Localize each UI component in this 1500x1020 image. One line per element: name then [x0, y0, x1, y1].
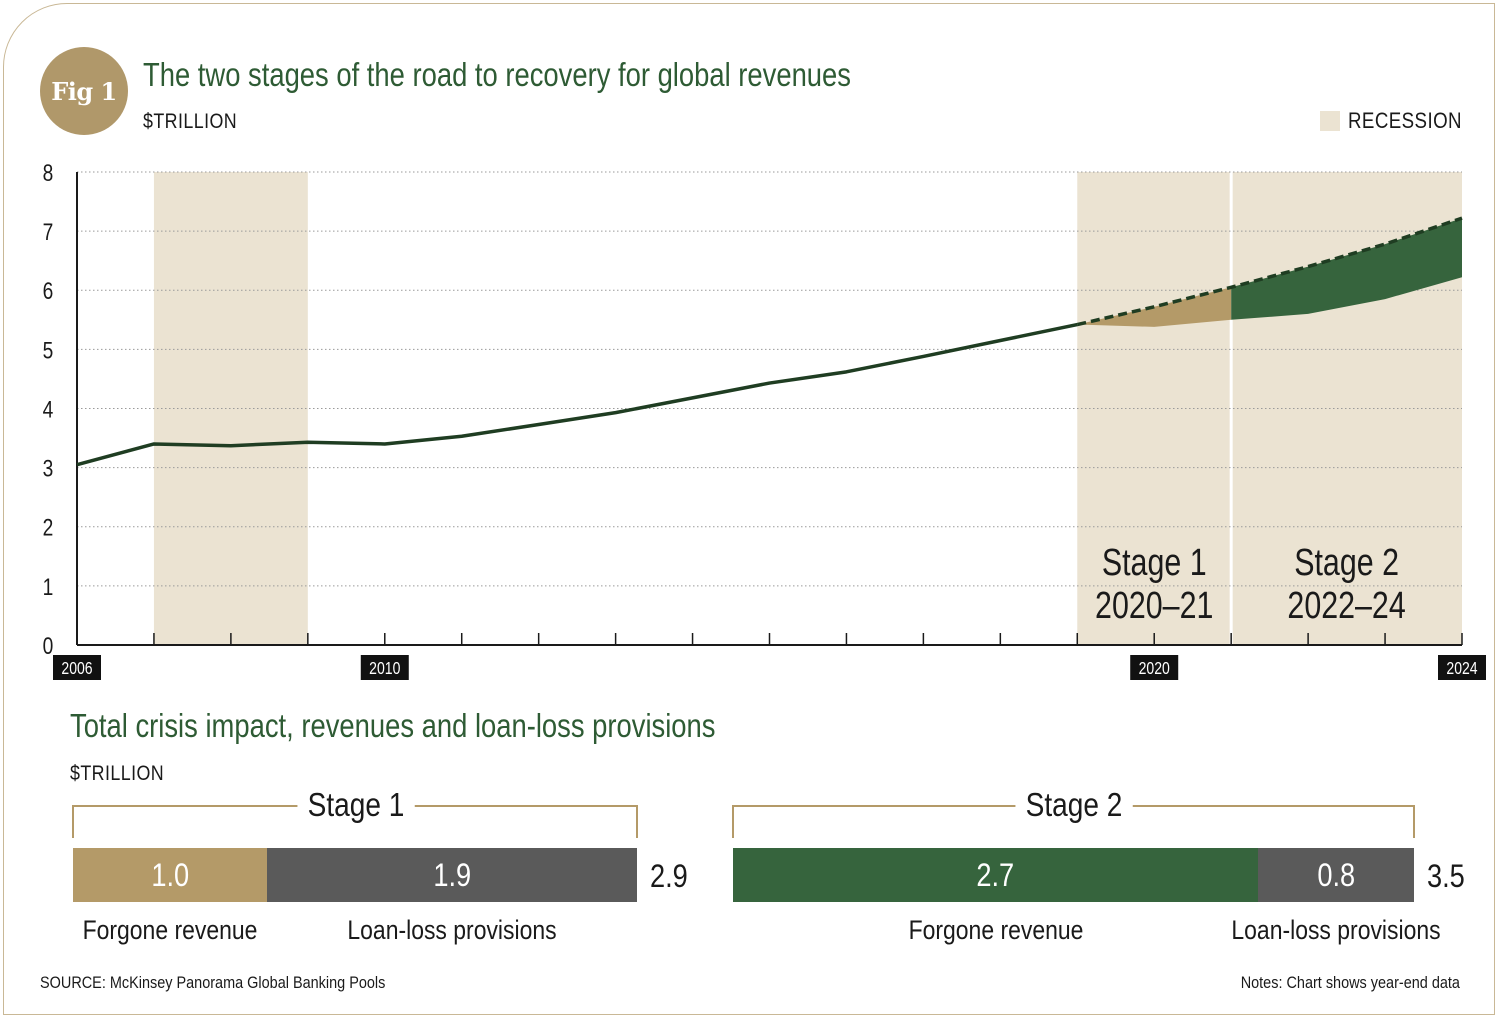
- stage2-gap-area: [1231, 218, 1462, 320]
- legend-swatch-recession: [1320, 111, 1340, 131]
- legend-label-recession: RECESSION: [1348, 108, 1462, 133]
- chart-unit: $TRILLION: [143, 110, 238, 133]
- impact-unit: $TRILLION: [70, 762, 165, 785]
- fig-badge: Fig 1: [40, 47, 128, 135]
- segment-label-stage2-loanloss: Loan-loss provisions: [1231, 915, 1441, 945]
- stage-annotation-years-1: 2020–21: [1095, 585, 1213, 627]
- series-line-actual: [76, 322, 1078, 467]
- x-tick-label-2010: 2010: [369, 658, 400, 678]
- stage-annotation-1: Stage 1: [1102, 542, 1207, 584]
- x-tick-box-2024: [1438, 655, 1486, 680]
- bar-segment-stage1-forgone: 1.0: [73, 848, 268, 902]
- y-tick-label-1: 1: [43, 573, 54, 601]
- x-tick-label-2006: 2006: [61, 658, 92, 678]
- x-tick-box-2020: [1130, 655, 1179, 680]
- stack-name-stage2: Stage 2: [1015, 786, 1133, 824]
- y-tick-label-4: 4: [43, 395, 54, 423]
- series-line-trend: [1076, 216, 1463, 327]
- segment-label-stage1-forgone: Forgone revenue: [82, 915, 258, 945]
- y-tick-label-3: 3: [43, 455, 54, 483]
- y-tick-label-5: 5: [43, 336, 54, 364]
- bar-segment-stage2-forgone: 2.7: [733, 848, 1259, 902]
- stack-total-stage2: 3.5: [1427, 858, 1465, 894]
- segment-label-stage1-loanloss: Loan-loss provisions: [347, 915, 557, 945]
- bar-segment-stage1-loanloss: 1.9: [267, 848, 637, 902]
- legend: RECESSION: [1320, 108, 1482, 134]
- chart-title: The two stages of the road to recovery f…: [143, 56, 851, 93]
- y-tick-label-8: 8: [43, 159, 54, 187]
- stack-name-stage1: Stage 1: [297, 786, 415, 824]
- bar-segment-stage2-loanloss: 0.8: [1258, 848, 1414, 902]
- y-tick-label-6: 6: [43, 277, 54, 305]
- impact-title: Total crisis impact, revenues and loan-l…: [70, 707, 716, 744]
- stack-total-stage1: 2.9: [650, 858, 688, 894]
- y-tick-label-7: 7: [43, 218, 54, 246]
- stage-annotation-2: Stage 2: [1294, 542, 1399, 584]
- footnote: Notes: Chart shows year-end data: [1240, 973, 1460, 992]
- stage-annotation-years-2: 2022–24: [1287, 585, 1405, 627]
- figure-frame: [3, 3, 1495, 1015]
- y-tick-label-0: 0: [43, 632, 54, 660]
- x-tick-box-2010: [360, 655, 409, 680]
- x-tick-box-2006: [53, 655, 101, 680]
- source-note: SOURCE: McKinsey Panorama Global Banking…: [40, 973, 386, 992]
- y-tick-label-2: 2: [43, 514, 54, 542]
- x-tick-label-2024: 2024: [1446, 658, 1477, 678]
- segment-label-stage2-forgone: Forgone revenue: [908, 915, 1084, 945]
- x-tick-label-2020: 2020: [1139, 658, 1170, 678]
